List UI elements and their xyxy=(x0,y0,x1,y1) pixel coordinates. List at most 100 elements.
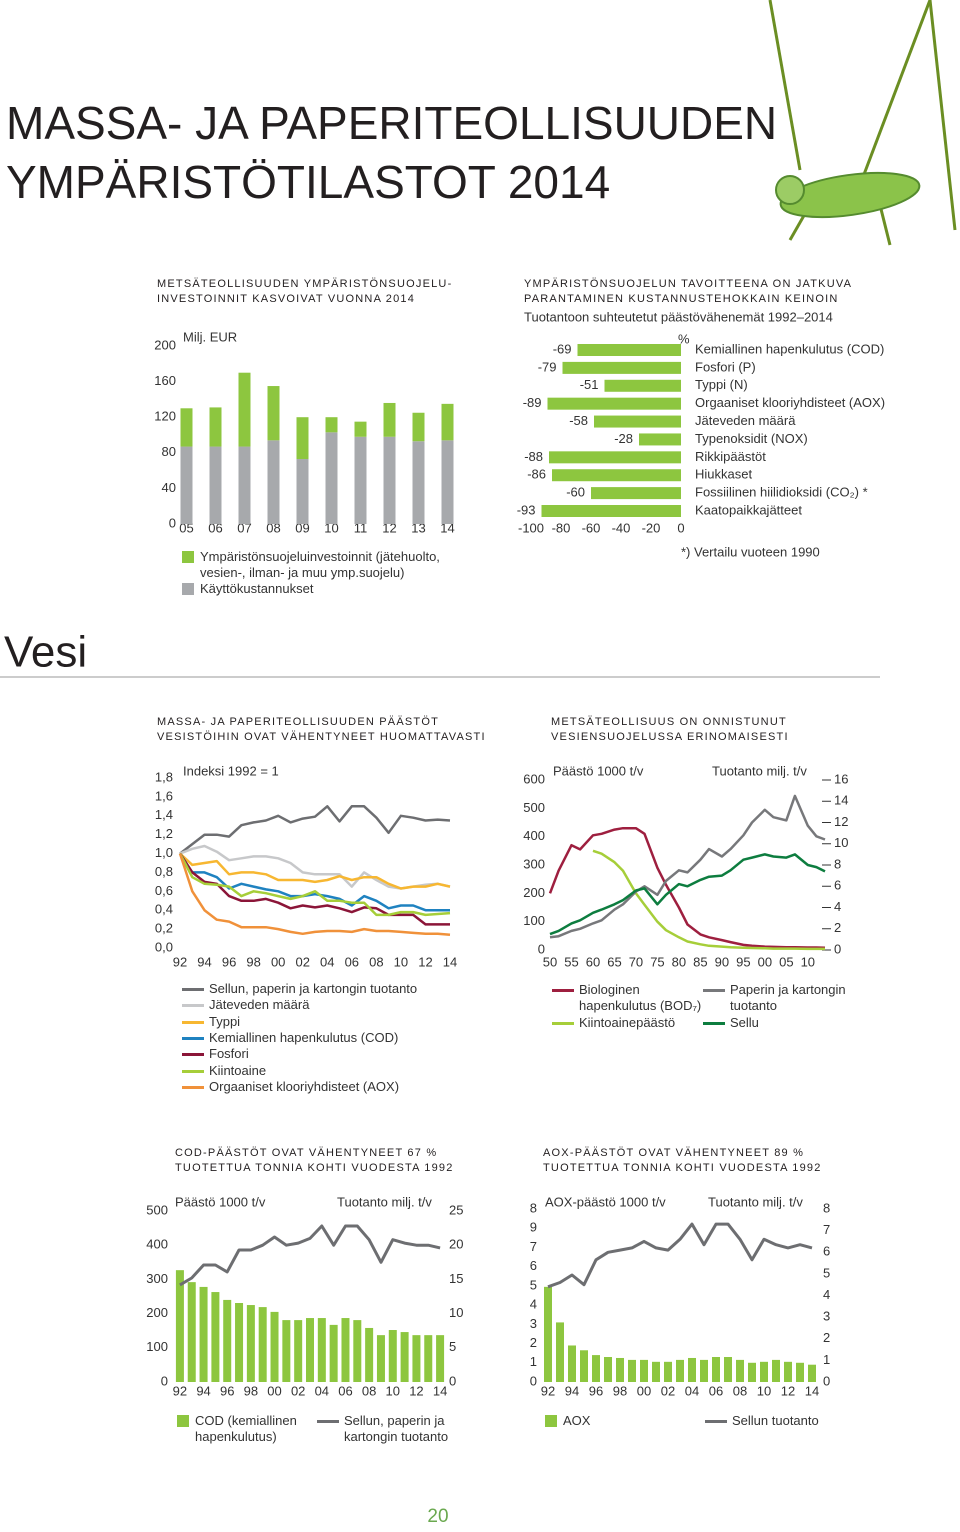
x-tick-label: 55 xyxy=(564,954,578,969)
value-label: -60 xyxy=(566,485,585,500)
category-label: Fossiilinen hiilidioksidi (CO₂) * xyxy=(695,485,868,500)
y-tick-label: 1,2 xyxy=(155,826,173,841)
bar xyxy=(400,1332,409,1382)
legend-label: Jäteveden määrä xyxy=(209,997,310,1013)
x-tick-label: 85 xyxy=(693,954,707,969)
x-tick-label: 05 xyxy=(779,954,793,969)
y-tick-label: 100 xyxy=(146,1339,168,1354)
y-tick-label: 5 xyxy=(530,1277,537,1292)
bar xyxy=(235,1302,244,1382)
x-tick-label: 04 xyxy=(685,1383,699,1398)
x-tick-label: -100 xyxy=(518,520,544,535)
bar xyxy=(724,1357,732,1382)
y2-axis-label: Tuotanto milj. t/v xyxy=(708,1194,803,1209)
x-tick-label: 00 xyxy=(271,954,285,969)
bar xyxy=(341,1318,350,1382)
x-tick-label: 04 xyxy=(315,1383,329,1398)
y-tick-label: 7 xyxy=(530,1239,537,1254)
x-tick-label: -20 xyxy=(642,520,661,535)
x-tick-label: 06 xyxy=(709,1383,723,1398)
value-label: -51 xyxy=(580,377,599,392)
legend-swatch xyxy=(177,1415,189,1427)
x-tick-label: 96 xyxy=(589,1383,603,1398)
leg xyxy=(928,0,957,231)
x-tick-label: 92 xyxy=(173,954,187,969)
legend-label: Kiintoainepäästö xyxy=(579,1015,676,1030)
x-tick-label: 00 xyxy=(758,954,772,969)
x-tick-label: 75 xyxy=(650,954,664,969)
y-tick-label: 2 xyxy=(530,1335,537,1350)
y-tick-label: 300 xyxy=(146,1271,168,1286)
legend-label: Käyttökustannukset xyxy=(200,581,314,596)
bar xyxy=(784,1361,792,1382)
bar xyxy=(424,1335,433,1382)
data-line xyxy=(548,826,826,949)
bar xyxy=(388,1330,397,1382)
y-tick-label: 8 xyxy=(834,856,841,871)
bar xyxy=(547,397,681,410)
category-label: Jäteveden määrä xyxy=(695,413,796,428)
chart-title: PARANTAMINEN KUSTANNUSTEHOKKAIN KEINOIN xyxy=(524,293,839,305)
x-tick-label: 02 xyxy=(295,954,309,969)
x-tick-label: 10 xyxy=(394,954,408,969)
bar-segment xyxy=(441,440,454,524)
y-tick-label: 0 xyxy=(834,941,841,956)
x-tick-label: 06 xyxy=(208,520,222,535)
bar-segment xyxy=(267,386,280,441)
chart-subtitle: Tuotantoon suhteutetut päästövähenemät 1… xyxy=(524,309,833,324)
data-line xyxy=(592,849,825,951)
y-tick-label: 0 xyxy=(169,515,176,530)
bar xyxy=(652,1361,660,1382)
data-line xyxy=(178,853,451,937)
x-tick-label: 94 xyxy=(565,1383,579,1398)
x-tick-label: -60 xyxy=(582,520,601,535)
y-tick-label: 15 xyxy=(449,1271,463,1286)
bar xyxy=(376,1335,385,1382)
y-tick-label: 4 xyxy=(823,1287,830,1302)
category-label: Hiukkaset xyxy=(695,467,752,482)
page-number: 20 xyxy=(427,1506,448,1527)
legend-label: Biologinen hapenkulutus (BOD₇) xyxy=(579,982,702,1013)
bar-segment xyxy=(354,436,367,524)
bar-segment xyxy=(441,403,454,441)
value-label: -28 xyxy=(614,431,633,446)
bar xyxy=(199,1286,208,1382)
bar xyxy=(317,1318,326,1382)
bar xyxy=(541,505,681,517)
x-tick-label: 90 xyxy=(715,954,729,969)
legend-label: COD (kemiallinen hapenkulutus) xyxy=(195,1413,297,1444)
y-tick-label: 40 xyxy=(162,480,176,495)
legend-swatch xyxy=(182,1004,204,1008)
y-axis-label: Päästö 1000 t/v xyxy=(553,763,644,778)
data-line xyxy=(178,852,450,926)
data-line xyxy=(549,794,826,939)
legend-swatch xyxy=(545,1415,557,1427)
y2-axis-label: Tuotanto milj. t/v xyxy=(337,1194,432,1209)
bar xyxy=(329,1324,338,1382)
y-tick-label: 1,4 xyxy=(155,807,173,822)
bar-segment xyxy=(209,407,222,447)
x-tick-label: -40 xyxy=(612,520,631,535)
bar-segment xyxy=(412,412,425,442)
y-tick-label: 120 xyxy=(154,409,176,424)
y-tick-label: 0 xyxy=(161,1373,168,1388)
legend-swatch xyxy=(182,988,204,991)
x-tick-label: 10 xyxy=(386,1383,400,1398)
x-tick-label: 08 xyxy=(369,954,383,969)
legend-label: Kemiallinen hapenkulutus (COD) xyxy=(209,1029,399,1045)
bar xyxy=(688,1357,696,1382)
legend-swatch xyxy=(182,1036,204,1040)
x-tick-label: 94 xyxy=(196,1383,210,1398)
y-tick-label: 4 xyxy=(834,899,841,914)
legend-label: Orgaaniset klooriyhdisteet (AOX) xyxy=(209,1078,400,1094)
y-tick-label: 9 xyxy=(530,1220,537,1235)
bar xyxy=(760,1361,768,1382)
y-tick-label: 80 xyxy=(162,444,176,459)
y-tick-label: 0 xyxy=(538,941,545,956)
legend-swatch xyxy=(703,989,725,992)
section-title: Vesi xyxy=(4,628,87,677)
y-tick-label: 200 xyxy=(154,337,176,352)
x-tick-label: 07 xyxy=(237,520,251,535)
bar xyxy=(549,451,681,464)
